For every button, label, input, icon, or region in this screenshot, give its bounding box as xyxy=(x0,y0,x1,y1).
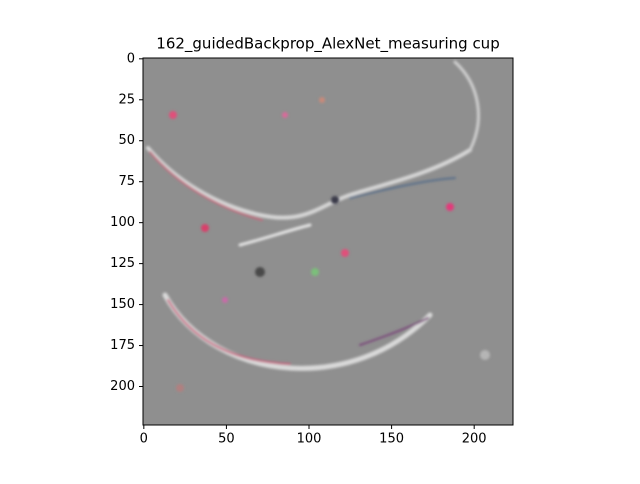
y-tick-label: 200 xyxy=(110,379,135,394)
x-tick-label: 200 xyxy=(462,432,487,447)
bowl-edge xyxy=(359,317,429,346)
y-tick-label: 100 xyxy=(110,215,135,230)
rim-edge xyxy=(453,60,480,152)
rim-edge xyxy=(349,177,456,199)
image-background xyxy=(143,58,513,425)
spot xyxy=(282,112,288,118)
spot xyxy=(222,297,228,303)
y-tick-label: 50 xyxy=(118,133,135,148)
spot xyxy=(331,196,339,204)
spot xyxy=(169,111,177,119)
spot xyxy=(311,268,319,276)
spot xyxy=(341,249,349,257)
spot xyxy=(446,203,454,211)
spot xyxy=(176,384,184,392)
spot xyxy=(255,267,265,277)
y-tick-label: 25 xyxy=(118,92,135,107)
x-tick-label: 100 xyxy=(297,432,322,447)
bowl-edge xyxy=(167,299,291,365)
x-tick-label: 0 xyxy=(140,432,148,447)
y-tick-label: 175 xyxy=(110,338,135,353)
spot xyxy=(201,224,209,232)
axes-frame xyxy=(142,57,514,426)
rim-edge xyxy=(149,151,263,221)
chart-title: 162_guidedBackprop_AlexNet_measuring cup xyxy=(156,35,499,54)
image xyxy=(143,58,513,425)
y-tick-label: 0 xyxy=(127,51,135,66)
x-tick-label: 50 xyxy=(218,432,235,447)
y-tick-label: 150 xyxy=(110,297,135,312)
rim-edge xyxy=(146,146,472,220)
spot xyxy=(480,350,490,360)
x-tick-label: 150 xyxy=(379,432,404,447)
spot xyxy=(319,97,325,103)
y-tick-label: 125 xyxy=(110,256,135,271)
y-tick-label: 75 xyxy=(118,174,135,189)
inner-edge xyxy=(238,223,312,247)
